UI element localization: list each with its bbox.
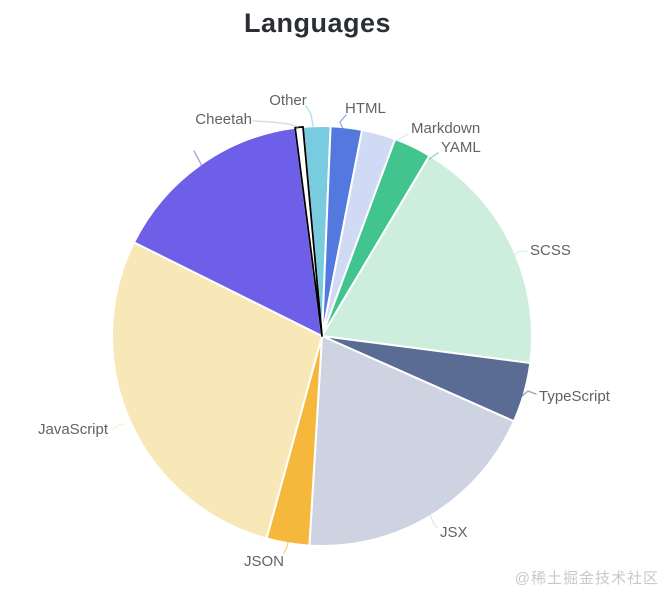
slice-label-JSON: JSON <box>244 553 284 570</box>
label-line-SCSS <box>510 250 528 259</box>
label-line-Markdown <box>393 133 409 143</box>
slice-label-Cheetah: Cheetah <box>195 111 252 128</box>
pie-slice-Cheetah[interactable] <box>294 126 323 337</box>
chart-title: Languages <box>243 8 392 38</box>
slice-label-Other: Other <box>269 92 307 109</box>
slice-labels-group: Other HTML Markdown YAML SCSS TypeScript JSX JS… <box>38 92 611 570</box>
slice-label-YAML: YAML <box>441 139 481 156</box>
label-line-JavaScript <box>112 423 126 430</box>
label-line-Cheetah <box>252 120 299 128</box>
slice-label-JavaScript: JavaScript <box>38 421 109 438</box>
slice-label-HTML: HTML <box>345 100 386 117</box>
watermark: @稀土掘金技术社区 <box>514 570 659 587</box>
label-line-JSON <box>283 541 289 554</box>
slice-label-TypeScript: TypeScript <box>539 388 611 405</box>
label-line-YAML <box>428 152 439 160</box>
label-line-Other <box>305 105 314 127</box>
slice-label-JSX: JSX <box>440 524 468 541</box>
pie-slices-group <box>111 125 534 547</box>
pie-slice-JSX[interactable] <box>308 335 515 547</box>
pie-slice-JavaScript[interactable] <box>111 241 323 540</box>
slice-label-Markdown: Markdown <box>411 120 480 137</box>
label-line-HTML <box>339 114 347 130</box>
label-line-unlabeled <box>193 150 203 167</box>
pie-slice-unlabeled[interactable] <box>133 126 323 337</box>
pie-slice-SCSS[interactable] <box>321 154 534 364</box>
label-lines-group <box>112 105 537 554</box>
slice-label-SCSS: SCSS <box>530 242 571 259</box>
label-line-TypeScript <box>521 390 537 397</box>
label-line-JSX <box>428 511 438 529</box>
